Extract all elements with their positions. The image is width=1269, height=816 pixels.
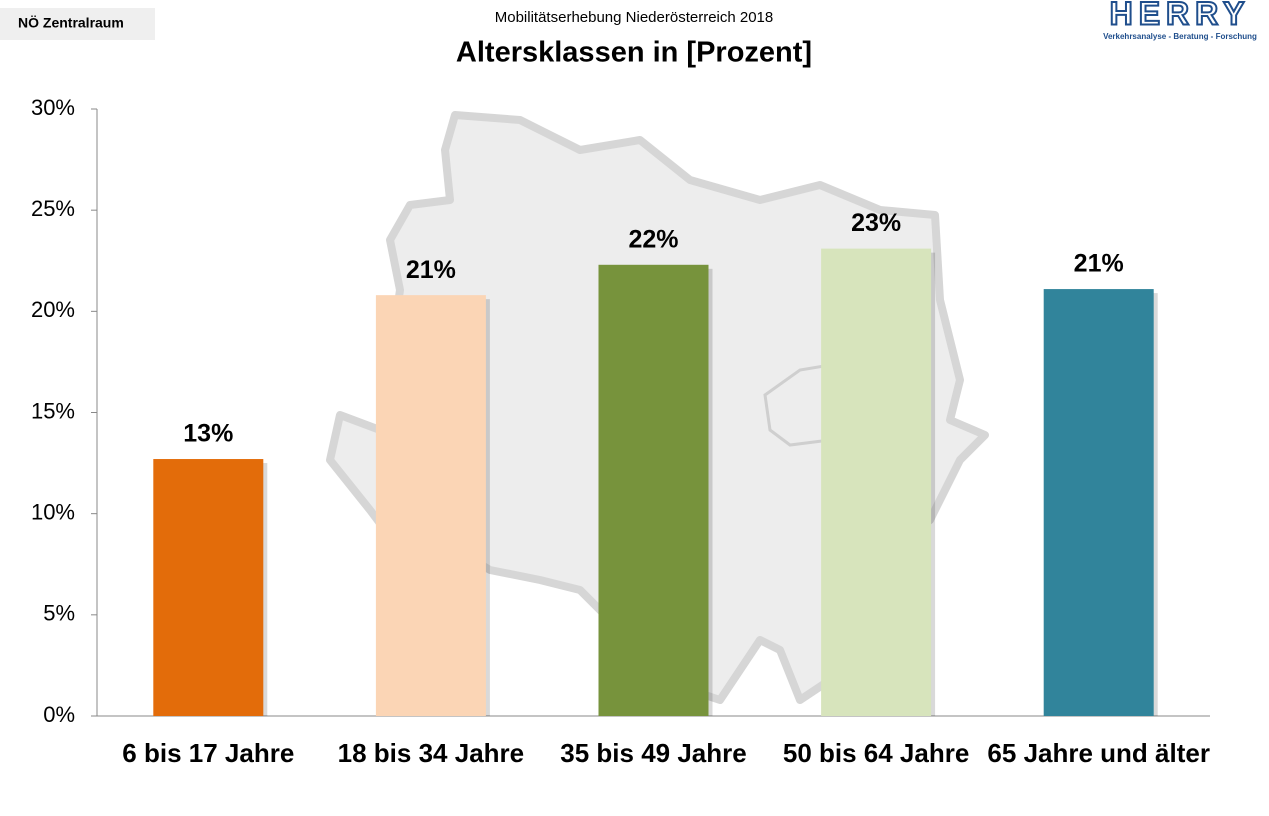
- region-label: NÖ Zentralraum: [18, 15, 124, 31]
- chart-title: Altersklassen in [Prozent]: [456, 37, 812, 69]
- bar: [153, 459, 264, 716]
- y-tick-label: 15%: [31, 398, 75, 423]
- value-label: 23%: [851, 209, 901, 237]
- value-label: 21%: [406, 256, 456, 284]
- x-tick-label: 65 Jahre und älter: [987, 738, 1210, 768]
- value-label: 22%: [628, 225, 678, 253]
- x-tick-label: 18 bis 34 Jahre: [338, 738, 524, 768]
- chart-subtitle: Mobilitätserhebung Niederösterreich 2018: [495, 9, 774, 26]
- y-tick-label: 30%: [31, 95, 75, 120]
- y-tick-label: 25%: [31, 196, 75, 221]
- y-tick-label: 5%: [43, 601, 75, 626]
- y-tick-label: 10%: [31, 499, 75, 524]
- bar: [1043, 289, 1154, 716]
- y-tick-label: 20%: [31, 297, 75, 322]
- x-tick-label: 35 bis 49 Jahre: [560, 738, 746, 768]
- region-box: [0, 8, 155, 40]
- x-tick-label: 50 bis 64 Jahre: [783, 738, 969, 768]
- bar: [375, 295, 486, 716]
- logo: HERRY: [1110, 0, 1251, 31]
- value-label: 13%: [183, 420, 233, 448]
- value-label: 21%: [1074, 250, 1124, 278]
- y-tick-label: 0%: [43, 702, 75, 727]
- logo-tagline: Verkehrsanalyse - Beratung - Forschung: [1103, 32, 1257, 41]
- x-tick-label: 6 bis 17 Jahre: [122, 738, 294, 768]
- bar: [821, 248, 932, 717]
- bar: [598, 264, 709, 716]
